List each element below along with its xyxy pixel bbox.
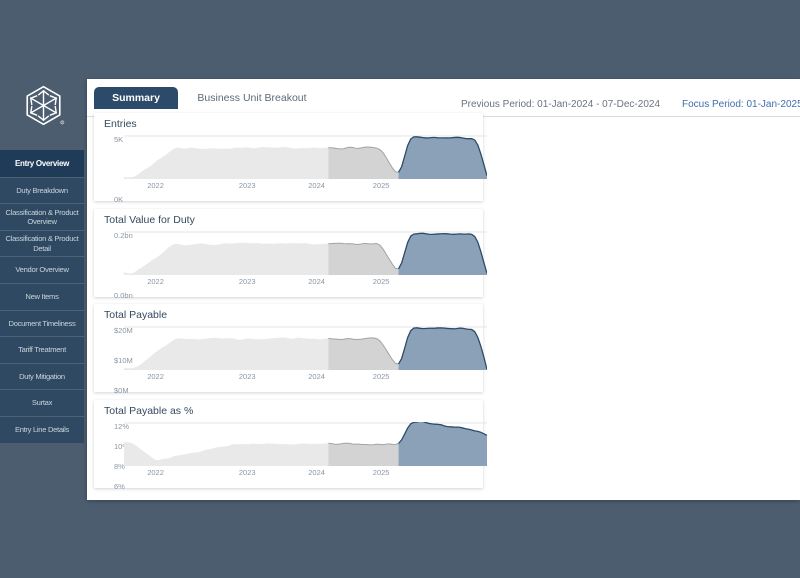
svg-text:R: R [61,123,63,125]
